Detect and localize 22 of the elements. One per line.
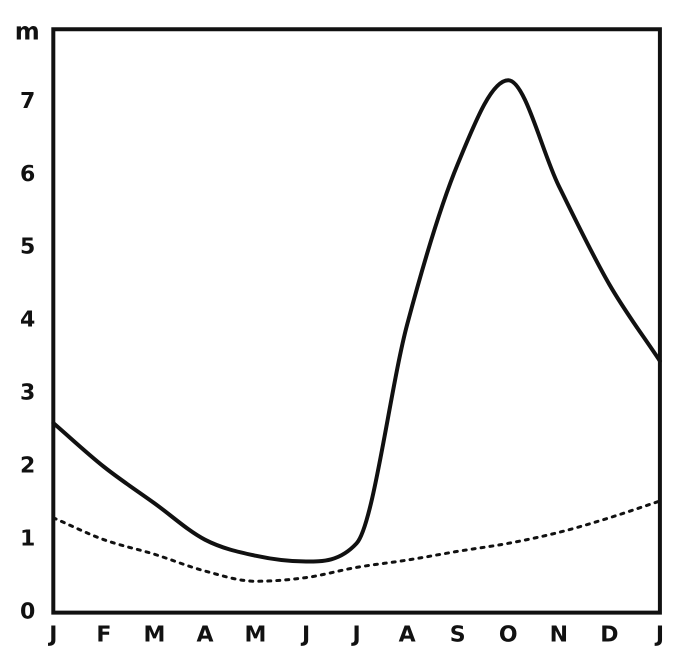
x-tick-label: N	[550, 622, 568, 648]
x-tick-label: M	[244, 622, 266, 648]
y-tick-label: 5	[20, 234, 36, 260]
y-tick-label: 2	[20, 453, 36, 478]
x-tick-label: A	[398, 622, 416, 648]
x-tick-label: S	[450, 622, 466, 648]
x-tick-label: A	[196, 622, 214, 648]
x-tick-label: D	[600, 622, 618, 648]
x-tick-label: J	[654, 622, 664, 648]
y-tick-label: 1	[20, 526, 36, 552]
x-tick-label: J	[350, 622, 361, 648]
y-tick-label: 7	[20, 88, 36, 114]
x-tick-label: O	[498, 622, 518, 648]
x-tick-label: J	[300, 622, 310, 648]
y-tick-label: 6	[20, 162, 36, 187]
x-tick-label: M	[143, 622, 166, 648]
y-axis-title: m	[14, 17, 40, 46]
x-tick-label: J	[47, 622, 58, 648]
y-tick-label: 3	[20, 380, 36, 406]
x-tick-label: F	[96, 622, 112, 648]
y-tick-label: 0	[20, 599, 36, 624]
y-tick-label: 4	[20, 308, 36, 333]
